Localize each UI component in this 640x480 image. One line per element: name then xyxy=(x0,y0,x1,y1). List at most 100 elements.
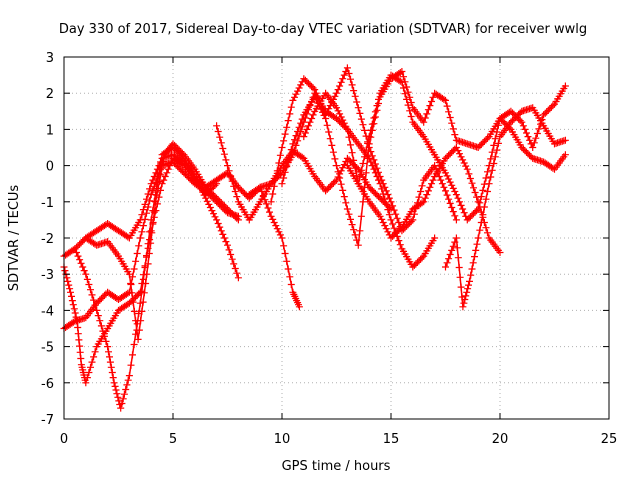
data-point xyxy=(561,82,569,90)
data-point xyxy=(334,86,342,94)
data-point xyxy=(91,301,99,309)
data-point xyxy=(457,283,465,291)
data-point xyxy=(465,214,473,222)
data-point xyxy=(437,176,445,184)
data-point xyxy=(370,156,378,164)
x-tick-label: 5 xyxy=(169,432,177,447)
data-point xyxy=(406,107,414,115)
data-point xyxy=(446,114,454,121)
data-point xyxy=(64,277,72,285)
data-point xyxy=(354,241,362,249)
data-point xyxy=(295,123,303,131)
data-point xyxy=(80,267,88,275)
data-point xyxy=(76,342,84,350)
data-point xyxy=(477,140,485,148)
data-point xyxy=(133,291,141,299)
data-point xyxy=(96,317,104,325)
y-tick-label: -1 xyxy=(41,196,54,211)
data-point xyxy=(65,281,73,289)
data-point xyxy=(339,116,347,124)
data-point xyxy=(234,274,242,282)
data-point xyxy=(311,86,319,94)
data-point xyxy=(343,125,351,133)
data-point xyxy=(384,228,392,236)
data-point xyxy=(281,168,289,176)
data-point xyxy=(353,164,361,172)
data-point xyxy=(216,201,224,209)
data-point xyxy=(389,232,397,240)
data-point xyxy=(464,285,472,293)
series-line xyxy=(85,143,301,341)
data-point xyxy=(150,208,158,216)
x-tick-label: 25 xyxy=(601,432,618,447)
data-point xyxy=(426,102,434,110)
data-point xyxy=(428,98,435,105)
data-point xyxy=(208,207,216,215)
data-point xyxy=(446,150,454,158)
data-point xyxy=(456,198,463,206)
data-point xyxy=(529,144,537,151)
data-point xyxy=(445,255,453,263)
data-point xyxy=(202,194,210,202)
data-point xyxy=(305,122,312,130)
y-tick-label: -7 xyxy=(41,413,54,428)
data-point xyxy=(449,208,457,216)
data-point xyxy=(417,255,425,263)
data-point xyxy=(385,204,393,211)
data-point xyxy=(278,144,286,151)
data-point xyxy=(418,182,426,190)
data-point xyxy=(333,89,340,97)
y-tick-label: -2 xyxy=(41,232,54,247)
data-point xyxy=(74,252,82,260)
data-point xyxy=(412,260,420,268)
data-point xyxy=(387,216,395,224)
data-point xyxy=(101,291,108,299)
data-point xyxy=(134,335,142,343)
data-point xyxy=(353,236,361,244)
data-point xyxy=(477,208,485,216)
y-tick-label: 2 xyxy=(46,87,54,102)
data-point xyxy=(306,118,314,126)
data-point xyxy=(448,119,456,127)
data-point xyxy=(106,358,114,366)
data-point xyxy=(431,234,439,242)
data-point xyxy=(74,330,82,338)
data-point xyxy=(474,198,482,206)
data-point xyxy=(128,289,136,297)
data-point xyxy=(287,281,295,288)
data-point xyxy=(280,242,288,250)
data-point xyxy=(136,234,144,242)
data-point xyxy=(368,152,376,160)
series-arc-12 xyxy=(343,144,504,256)
data-point xyxy=(523,148,530,156)
data-point xyxy=(135,326,143,334)
data-point xyxy=(404,88,412,96)
data-point xyxy=(494,139,502,147)
data-point xyxy=(445,108,453,116)
data-point xyxy=(348,159,356,167)
data-point xyxy=(512,114,520,121)
data-point xyxy=(180,169,188,177)
data-point xyxy=(421,194,429,202)
data-point xyxy=(390,206,398,214)
data-point xyxy=(340,193,348,201)
data-point xyxy=(351,162,359,170)
data-point xyxy=(351,92,359,100)
data-point xyxy=(76,256,84,264)
data-point xyxy=(217,139,225,147)
data-point xyxy=(350,161,358,169)
data-point xyxy=(356,227,364,235)
data-point xyxy=(337,167,345,175)
data-point xyxy=(133,250,141,257)
data-point xyxy=(294,87,302,95)
data-point xyxy=(518,118,526,126)
data-point xyxy=(294,128,302,135)
data-point xyxy=(130,295,138,302)
data-point xyxy=(68,292,75,300)
data-point xyxy=(345,210,353,218)
y-tick-label: 3 xyxy=(46,51,54,66)
data-point xyxy=(479,186,487,194)
data-point xyxy=(231,188,239,195)
data-point xyxy=(445,195,453,203)
data-point xyxy=(233,193,241,201)
